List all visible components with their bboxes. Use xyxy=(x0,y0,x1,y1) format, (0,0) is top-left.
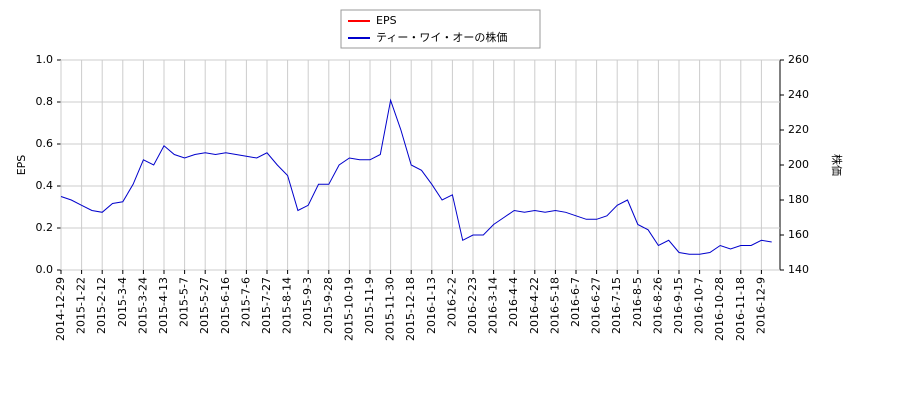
y-tick-label: 0.2 xyxy=(36,221,54,234)
x-tick-label: 2016-8-26 xyxy=(651,277,664,334)
x-tick-label: 2016-6-7 xyxy=(569,277,582,327)
y2-tick-label: 260 xyxy=(788,53,809,66)
x-tick-label: 2016-5-18 xyxy=(548,277,561,334)
x-tick-label: 2016-2-23 xyxy=(466,277,479,334)
x-tick-label: 2015-10-19 xyxy=(342,277,355,341)
x-tick-label: 2015-5-7 xyxy=(178,277,191,327)
y-tick-label: 0.6 xyxy=(36,137,54,150)
x-tick-label: 2016-10-7 xyxy=(693,277,706,334)
y2-tick-label: 180 xyxy=(788,193,809,206)
y2-axis-label: 株価 xyxy=(830,154,844,176)
x-tick-label: 2015-6-16 xyxy=(219,277,232,334)
y2-tick-label: 220 xyxy=(788,123,809,136)
x-tick-label: 2016-4-22 xyxy=(528,277,541,334)
x-tick-label: 2015-9-28 xyxy=(322,277,335,334)
x-tick-label: 2015-11-30 xyxy=(384,277,397,341)
x-tick-label: 2016-9-15 xyxy=(672,277,685,334)
x-tick-label: 2015-3-24 xyxy=(136,277,149,334)
x-tick-label: 2015-7-6 xyxy=(239,277,252,327)
legend-label: ティー・ワイ・オーの株価 xyxy=(376,30,507,44)
y2-tick-label: 200 xyxy=(788,158,809,171)
y2-tick-label: 240 xyxy=(788,88,809,101)
x-tick-label: 2015-5-27 xyxy=(198,277,211,334)
x-tick-label: 2016-11-18 xyxy=(734,277,747,341)
x-tick-label: 2016-8-5 xyxy=(631,277,644,327)
plot-frame xyxy=(60,59,781,271)
x-tick-label: 2014-12-29 xyxy=(54,277,67,341)
x-tick-label: 2015-12-18 xyxy=(404,277,417,341)
y-tick-label: 0.4 xyxy=(36,179,54,192)
x-tick-label: 2016-7-15 xyxy=(610,277,623,334)
x-tick-label: 2016-6-27 xyxy=(590,277,603,334)
x-tick-label: 2016-2-2 xyxy=(445,277,458,327)
x-tick-label: 2016-4-4 xyxy=(507,277,520,327)
x-tick-label: 2015-7-27 xyxy=(260,277,273,334)
x-tick-label: 2016-1-13 xyxy=(425,277,438,334)
x-tick-label: 2015-3-4 xyxy=(116,277,129,327)
series-line xyxy=(60,98,772,255)
x-tick-label: 2015-1-22 xyxy=(75,277,88,334)
x-tick-label: 2015-8-14 xyxy=(281,277,294,334)
y-axis-label: EPS xyxy=(15,155,28,176)
x-tick-label: 2016-12-9 xyxy=(754,277,767,334)
y2-tick-label: 160 xyxy=(788,228,809,241)
legend-label: EPS xyxy=(376,14,397,27)
y2-tick-label: 140 xyxy=(788,263,809,276)
x-tick-label: 2015-4-13 xyxy=(157,277,170,334)
y-tick-label: 0.8 xyxy=(36,95,54,108)
x-tick-label: 2015-9-3 xyxy=(301,277,314,327)
x-tick-label: 2015-11-9 xyxy=(363,277,376,334)
y-tick-label: 0.0 xyxy=(36,263,54,276)
legend xyxy=(340,9,541,49)
x-tick-label: 2015-2-12 xyxy=(95,277,108,334)
x-tick-label: 2016-10-28 xyxy=(713,277,726,341)
y-tick-label: 1.0 xyxy=(36,53,54,66)
x-tick-label: 2016-3-14 xyxy=(487,277,500,334)
